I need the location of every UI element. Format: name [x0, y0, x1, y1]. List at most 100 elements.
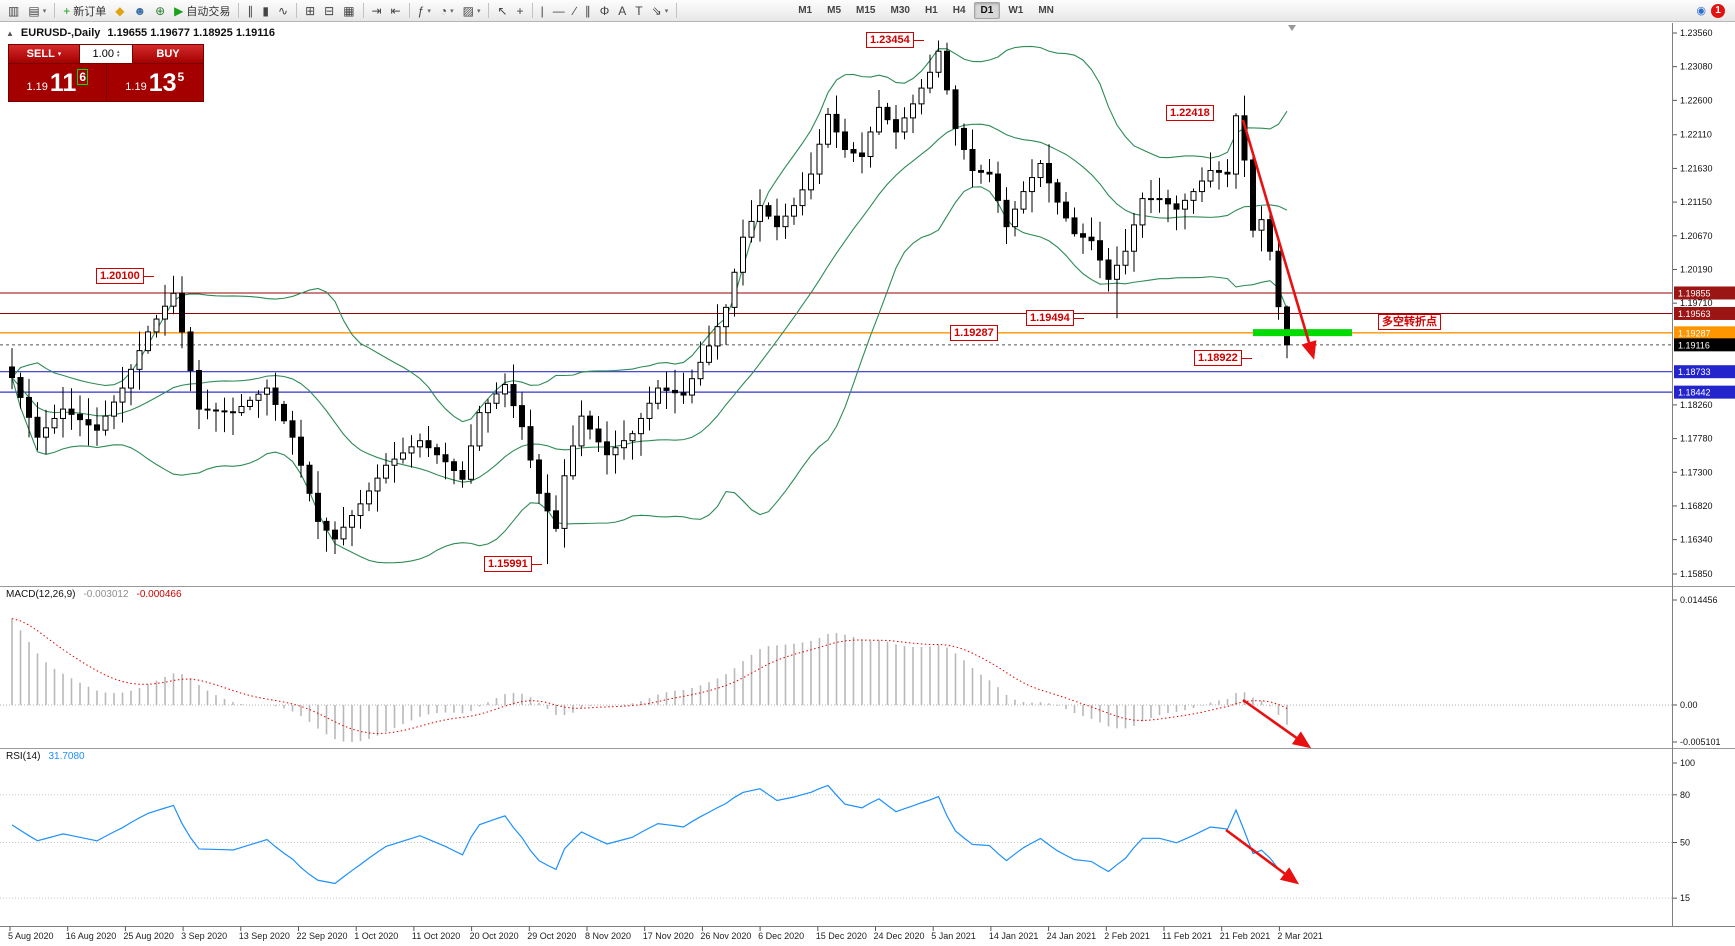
- timeframe-m1[interactable]: M1: [798, 5, 813, 16]
- candle: [706, 345, 712, 363]
- price-scale-label: 1.23080: [1680, 62, 1713, 72]
- candle: [995, 173, 1001, 201]
- timeframe-h4[interactable]: H4: [952, 5, 966, 16]
- tile-windows-icon[interactable]: ▦: [339, 2, 358, 20]
- candle: [1258, 219, 1265, 231]
- label-high-1-20100[interactable]: 1.20100: [96, 268, 154, 284]
- zoom-in-icon[interactable]: ⊞: [301, 2, 319, 20]
- timeframe-m5[interactable]: M5: [827, 5, 842, 16]
- timeframe-mn[interactable]: MN: [1038, 5, 1054, 16]
- volume-input[interactable]: 1.00 ▴ ▾: [79, 45, 133, 63]
- candle: [748, 220, 755, 238]
- autotrading-button[interactable]: ▶ 自动交易: [170, 2, 234, 20]
- candle: [230, 411, 236, 414]
- candle: [561, 475, 568, 529]
- candlestick-chart-icon[interactable]: ▮: [258, 2, 273, 20]
- arrows-icon[interactable]: ⇘ ▾: [648, 2, 673, 20]
- candle: [944, 50, 950, 91]
- buy-price-display[interactable]: 1.19 13 5: [107, 64, 204, 101]
- trendline-icon[interactable]: ∕: [570, 2, 580, 20]
- candle: [774, 215, 780, 228]
- stepper-down-icon[interactable]: ▾: [116, 53, 120, 59]
- vertical-line-icon[interactable]: |: [537, 2, 548, 20]
- timeframe-w1[interactable]: W1: [1008, 5, 1024, 16]
- candle: [1088, 236, 1095, 242]
- bar-chart-icon[interactable]: ∥: [243, 2, 257, 20]
- candle: [1046, 163, 1052, 184]
- new-chart-icon[interactable]: ▥: [4, 2, 23, 20]
- price-scale-label: 1.16820: [1680, 501, 1713, 511]
- label-high-1-23454[interactable]: 1.23454: [866, 32, 924, 48]
- label-icon[interactable]: T: [631, 2, 646, 20]
- stepper-up-icon[interactable]: ▴: [116, 49, 120, 55]
- buy-button[interactable]: BUY: [133, 45, 203, 63]
- new-order-button[interactable]: + 新订单: [59, 2, 110, 20]
- time-axis-label: 22 Sep 2020: [297, 931, 348, 941]
- label-turning-point[interactable]: 多空转折点: [1378, 314, 1441, 330]
- chart-shift-marker[interactable]: [1288, 25, 1296, 31]
- sell-button[interactable]: SELL ▾: [9, 45, 79, 63]
- cursor-icon[interactable]: ↖: [493, 2, 511, 20]
- candle: [306, 464, 313, 494]
- sell-price-display[interactable]: 1.19 11 6: [9, 64, 106, 101]
- macd-down-arrow[interactable]: [1242, 698, 1312, 749]
- time-axis-label: 2 Feb 2021: [1104, 931, 1150, 941]
- zoom-out-icon[interactable]: ⊟: [320, 2, 338, 20]
- candle: [85, 419, 92, 426]
- symbol-name: EURUSD-,Daily: [20, 27, 101, 39]
- rsi-name: RSI(14): [6, 751, 41, 762]
- label-low-1-19494[interactable]: 1.19494: [1026, 310, 1084, 326]
- candle: [757, 205, 763, 222]
- price-badge-1-19855-label: 1.19855: [1678, 288, 1711, 298]
- candle: [578, 415, 585, 447]
- chart-shift-icon[interactable]: ⇤: [387, 2, 405, 20]
- volume-stepper[interactable]: ▴ ▾: [116, 49, 120, 59]
- line-chart-icon[interactable]: ∿: [274, 2, 292, 20]
- time-axis-label: 26 Nov 2020: [700, 931, 751, 941]
- indicators-icon[interactable]: ƒ ▾: [414, 2, 435, 20]
- price-down-arrow[interactable]: [1241, 119, 1317, 360]
- timeframe-m15[interactable]: M15: [856, 5, 876, 16]
- text-icon[interactable]: A: [614, 2, 630, 20]
- notifications-badge[interactable]: 1: [1711, 3, 1725, 18]
- indicators-icon: ƒ: [417, 3, 425, 18]
- volume-value: 1.00: [92, 48, 114, 60]
- candle: [94, 424, 100, 431]
- crosshair-icon[interactable]: +: [513, 2, 528, 20]
- price-scale-label: 1.21150: [1680, 197, 1712, 207]
- virtual-hosting-icon[interactable]: ⊕: [151, 2, 169, 20]
- timeframe-d1[interactable]: D1: [973, 2, 1001, 19]
- chart-profiles-icon[interactable]: ▤ ▾: [24, 2, 50, 20]
- candle: [595, 428, 602, 443]
- horizontal-line-icon[interactable]: —: [549, 2, 569, 20]
- equidistant-channel-icon[interactable]: ∥: [581, 2, 595, 20]
- mql5-market-icon[interactable]: ◆: [111, 2, 128, 20]
- turning-point-marker[interactable]: [1253, 329, 1352, 337]
- community-icon[interactable]: ☻: [129, 2, 150, 20]
- label-low-1-18922[interactable]: 1.18922: [1194, 350, 1252, 366]
- label-low-1-15991[interactable]: 1.15991: [484, 556, 542, 572]
- timeframe-h1[interactable]: H1: [924, 5, 938, 16]
- candle: [221, 410, 228, 413]
- candle: [672, 389, 678, 394]
- label-high-1-22418[interactable]: 1.22418: [1166, 105, 1214, 121]
- label-pivot-1-19287[interactable]: 1.19287: [950, 325, 998, 341]
- timeframe-m30[interactable]: M30: [890, 5, 910, 16]
- virtual-hosting-icon: ⊕: [155, 3, 166, 18]
- templates-icon[interactable]: ▨ ▾: [459, 2, 485, 20]
- price-scale-label: 1.21630: [1680, 163, 1713, 173]
- candle: [689, 378, 695, 396]
- candle: [340, 526, 347, 540]
- community-status-icon[interactable]: ◉: [1696, 5, 1706, 17]
- candle: [884, 106, 891, 121]
- rsi-down-arrow[interactable]: [1225, 828, 1300, 885]
- trade-panel-toggle[interactable]: ▲: [6, 28, 14, 38]
- candle: [1012, 208, 1018, 228]
- periods-icon[interactable]: ◔ ▾: [436, 2, 458, 20]
- auto-scroll-icon[interactable]: ⇥: [368, 2, 386, 20]
- rsi-line: [11, 784, 1288, 885]
- candle: [179, 292, 185, 333]
- candle: [570, 445, 576, 477]
- fibonacci-icon[interactable]: Φ: [596, 2, 614, 20]
